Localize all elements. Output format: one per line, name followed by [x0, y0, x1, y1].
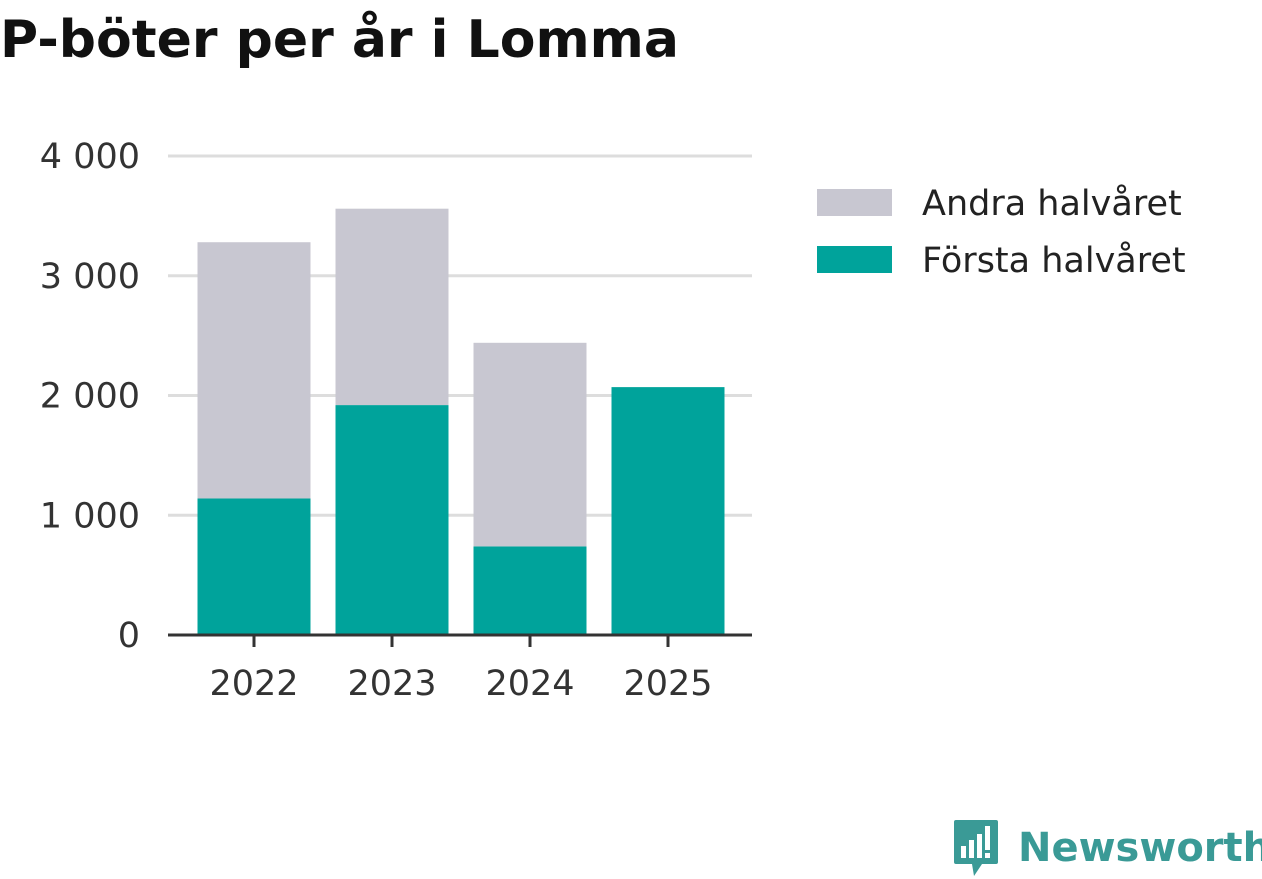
legend-swatch: [817, 246, 892, 273]
legend-label: Första halvåret: [922, 240, 1186, 281]
x-tick-label: 2022: [209, 664, 298, 704]
y-tick-label: 2 000: [40, 377, 140, 417]
y-tick-label: 4 000: [40, 137, 140, 177]
bar-andra-halvaret: [197, 242, 311, 499]
chart-title: P-böter per år i Lomma: [0, 10, 679, 70]
y-tick-label: 0: [118, 616, 140, 656]
newsworthy-logo: Newsworthy: [952, 818, 1262, 878]
bar-andra-halvaret: [473, 342, 587, 547]
x-tick-label: 2024: [485, 664, 574, 704]
newsworthy-logo-icon: [954, 820, 998, 876]
legend-label: Andra halvåret: [922, 183, 1182, 224]
bar-forsta-halvaret: [473, 546, 587, 635]
x-tick-label: 2023: [347, 664, 436, 704]
bar-forsta-halvaret: [197, 498, 311, 635]
brand-name: Newsworthy: [1018, 825, 1262, 871]
bar-forsta-halvaret: [611, 387, 725, 635]
x-tick-label: 2025: [623, 664, 712, 704]
y-tick-label: 1 000: [40, 496, 140, 536]
y-tick-label: 3 000: [40, 257, 140, 297]
bar-andra-halvaret: [335, 208, 449, 406]
bar-forsta-halvaret: [335, 405, 449, 635]
legend-swatch: [817, 189, 892, 216]
